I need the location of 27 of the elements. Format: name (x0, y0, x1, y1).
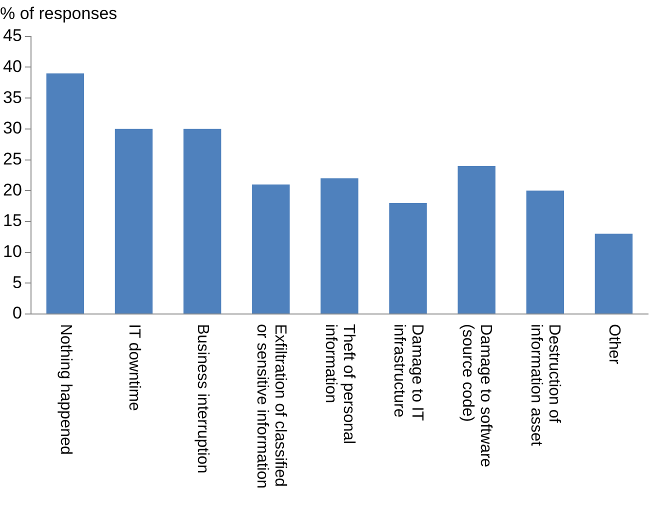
y-tick-label: 20 (2, 180, 22, 200)
bar (252, 184, 290, 314)
y-tick-label: 15 (2, 211, 22, 230)
bar (594, 234, 633, 314)
bar (320, 178, 358, 314)
y-tick-label: 35 (2, 88, 22, 107)
bar (389, 202, 427, 314)
y-tick-label: 40 (2, 56, 22, 76)
y-tick-label: 45 (2, 26, 22, 46)
y-tick-label: 25 (2, 149, 22, 168)
x-tick-label: Exfiltration of classified or sensitive information (253, 324, 288, 489)
x-tick-label: Damage to software (source code) (459, 324, 494, 468)
bar (526, 190, 564, 314)
x-tick-label: Business interruption (194, 324, 211, 474)
y-tick-label: 30 (2, 118, 22, 138)
x-tick-label: Destruction of information asset (528, 324, 563, 446)
bar (183, 128, 222, 314)
y-tick-label: 0 (12, 304, 22, 323)
x-tick-label: Nothing happened (56, 324, 74, 455)
x-tick-label: IT downtime (125, 324, 142, 411)
x-tick-label: Other (605, 324, 622, 365)
y-axis-title: % of responses (0, 4, 118, 23)
y-tick-label: 10 (2, 242, 22, 261)
bar (114, 128, 153, 314)
y-tick-label: 5 (12, 272, 22, 292)
bar (46, 73, 84, 314)
bar (458, 166, 496, 314)
